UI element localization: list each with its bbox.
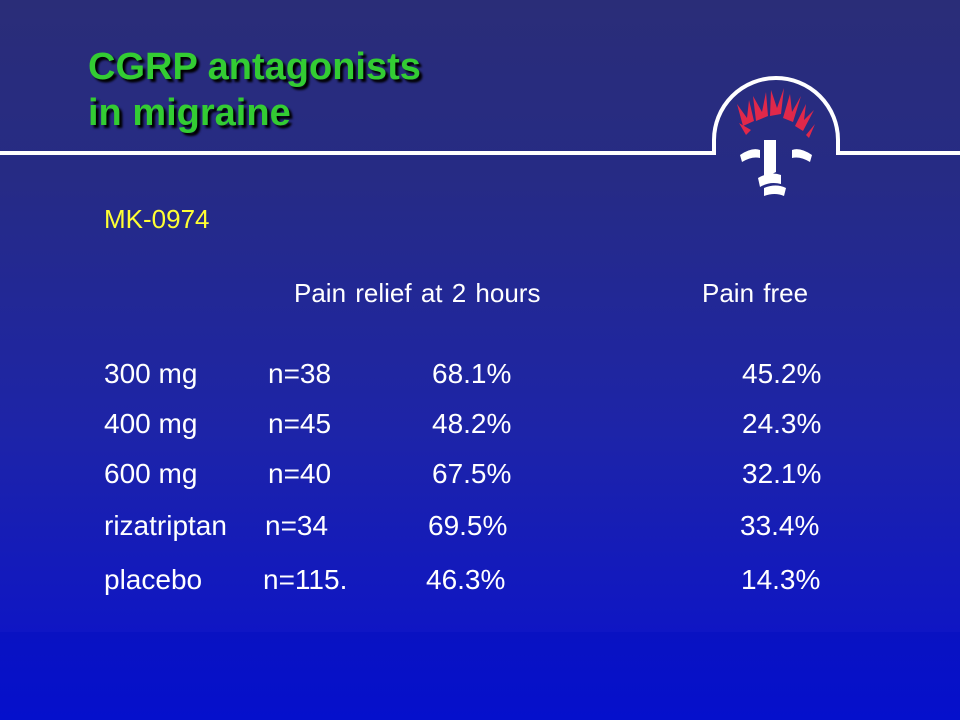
drug-name: MK-0974 xyxy=(104,204,210,234)
n-cell: n=40 xyxy=(268,458,332,489)
n-cell: n=38 xyxy=(268,358,332,389)
pain-relief-cell: 67.5% xyxy=(432,458,512,489)
slide-bottom-band xyxy=(0,632,960,720)
pain-relief-cell: 46.3% xyxy=(426,564,506,595)
title-line-1: CGRP antagonists xyxy=(88,46,421,88)
header-pain-relief: Pain relief at 2 hours xyxy=(294,278,541,308)
dose-cell: 400 mg xyxy=(104,408,198,439)
pain-free-cell: 33.4% xyxy=(740,510,820,541)
header-pain-free: Pain free xyxy=(702,278,809,308)
pain-relief-cell: 69.5% xyxy=(428,510,508,541)
dose-cell: 300 mg xyxy=(104,358,198,389)
header-divider-with-logo xyxy=(0,76,960,196)
pain-relief-cell: 48.2% xyxy=(432,408,512,439)
brain-tree-logo-icon xyxy=(737,88,815,196)
pain-relief-cell: 68.1% xyxy=(432,358,512,389)
n-cell: n=34 xyxy=(265,510,329,541)
n-cell: n=115. xyxy=(263,564,348,595)
dose-cell: rizatriptan xyxy=(104,510,227,541)
dose-cell: 600 mg xyxy=(104,458,198,489)
pain-free-cell: 24.3% xyxy=(742,408,822,439)
title-line-2: in migraine xyxy=(88,92,291,134)
n-cell: n=45 xyxy=(268,408,332,439)
dose-cell: placebo xyxy=(104,564,203,595)
pain-free-cell: 45.2% xyxy=(742,358,822,389)
slide-title: CGRP antagonists in migraine xyxy=(88,44,421,136)
pain-free-cell: 32.1% xyxy=(742,458,822,489)
pain-free-cell: 14.3% xyxy=(741,564,821,595)
